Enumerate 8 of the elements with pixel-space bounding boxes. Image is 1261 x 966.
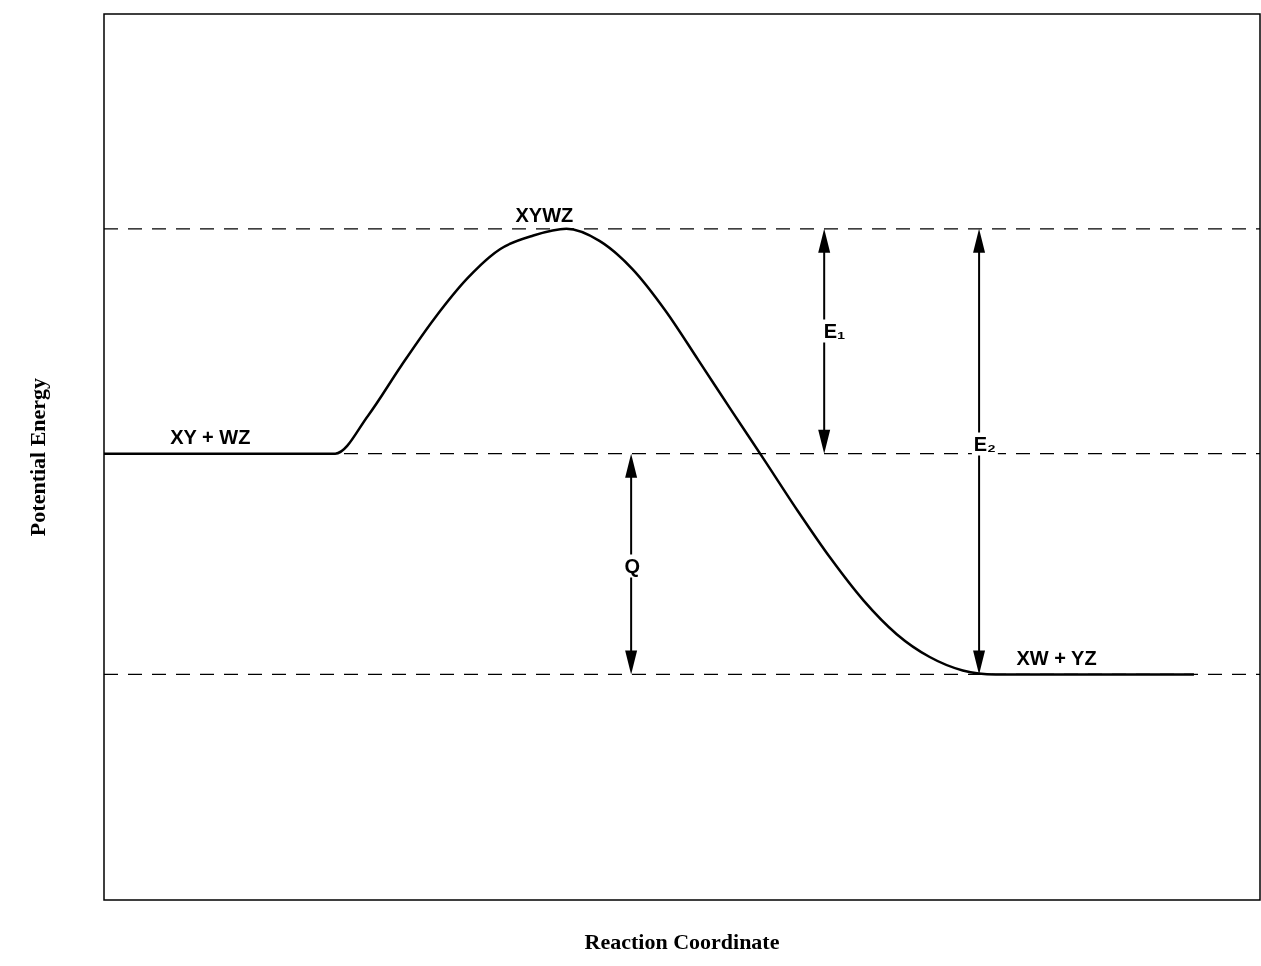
annotation: Q — [622, 554, 643, 578]
annotation: E₁ — [821, 319, 848, 343]
y-axis-title: Potential Energy — [25, 377, 51, 537]
text: XYWZ — [513, 203, 576, 227]
annotation: XW + YZ — [1014, 646, 1099, 670]
annotation: XY + WZ — [168, 425, 253, 449]
x-axis-title: Reaction Coordinate — [584, 929, 780, 955]
annotation: E₂ — [971, 432, 998, 456]
